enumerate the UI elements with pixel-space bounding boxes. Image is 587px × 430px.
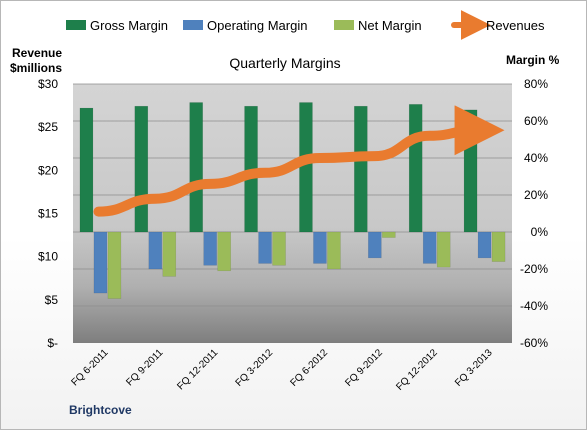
x-tick-label: FQ 9-2012	[343, 347, 385, 389]
left-tick-label: $10	[38, 250, 58, 264]
right-tick-label: 60%	[524, 114, 548, 128]
footer-label: Brightcove	[69, 403, 132, 417]
right-tick-label: -60%	[520, 336, 548, 350]
left-axis-ticks: $- $5 $10 $15 $20 $25 $30	[38, 77, 58, 350]
legend-swatch-operating-margin	[183, 20, 203, 30]
net-margin-bar	[491, 231, 506, 262]
revenue-line-layer	[93, 105, 505, 217]
x-tick-label: FQ 6-2012	[288, 347, 330, 389]
operating-margin-bar	[93, 231, 108, 294]
legend-label: Gross Margin	[90, 18, 168, 33]
operating-margin-bar	[203, 231, 217, 266]
gross-margin-bar	[354, 105, 368, 233]
net-margin-bar	[272, 231, 286, 266]
right-tick-label: 40%	[524, 151, 548, 165]
right-axis-ticks: -60% -40% -20% 0% 20% 40% 60% 80%	[520, 77, 548, 350]
left-tick-label: $-	[47, 336, 58, 350]
x-tick-label: FQ 9-2011	[124, 347, 165, 388]
operating-margin-bar	[148, 231, 163, 270]
right-tick-label: 0%	[531, 225, 549, 239]
operating-margin-bar	[368, 231, 382, 259]
legend: Gross Margin Operating Margin Net Margin Re…	[66, 10, 545, 40]
net-margin-bar	[436, 231, 451, 268]
net-margin-bar	[382, 231, 396, 238]
operating-margin-bar	[313, 231, 327, 264]
left-tick-label: $25	[38, 120, 58, 134]
gross-margin-bar	[189, 102, 203, 233]
x-tick-label: FQ 3-2013	[453, 347, 495, 389]
x-axis-ticks: FQ 6-2011 FQ 9-2011 FQ 12-2011 FQ 3-2012 FQ …	[70, 347, 495, 393]
left-tick-label: $5	[45, 293, 59, 307]
right-tick-label: 20%	[524, 188, 548, 202]
net-margin-bar	[162, 231, 177, 277]
gross-margin-bar	[79, 107, 94, 233]
right-axis-label: Margin %	[506, 53, 560, 67]
left-tick-label: $20	[38, 163, 58, 177]
x-tick-label: FQ 3-2012	[234, 347, 276, 389]
operating-margin-bar	[477, 231, 492, 259]
legend-swatch-net-margin	[334, 20, 354, 30]
left-axis-label-line1: Revenue	[12, 46, 62, 60]
operating-margin-bar	[422, 231, 437, 264]
operating-margin-bar	[258, 231, 272, 264]
legend-label: Net Margin	[358, 18, 422, 33]
gross-margin-bar	[408, 104, 423, 233]
right-tick-label: -40%	[520, 299, 548, 313]
left-tick-label: $15	[38, 207, 58, 221]
net-margin-bar	[107, 231, 122, 299]
net-margin-bar	[217, 231, 231, 272]
x-tick-label: FQ 12-2011	[175, 347, 220, 392]
bars	[79, 102, 506, 299]
x-tick-label: FQ 12-2012	[394, 347, 440, 393]
left-tick-label: $30	[38, 77, 58, 91]
legend-label: Revenues	[486, 18, 545, 33]
legend-label: Operating Margin	[207, 18, 307, 33]
gross-margin-bar	[299, 102, 313, 233]
revenues-line	[93, 105, 505, 217]
chart-title: Quarterly Margins	[229, 55, 340, 71]
right-tick-label: 80%	[524, 77, 548, 91]
x-tick-label: FQ 6-2011	[70, 347, 111, 388]
right-tick-label: -20%	[520, 262, 548, 276]
legend-swatch-gross-margin	[66, 20, 86, 30]
left-axis-label-line2: $millions	[10, 61, 62, 75]
gross-margin-bar	[134, 105, 149, 233]
net-margin-bar	[327, 231, 341, 270]
